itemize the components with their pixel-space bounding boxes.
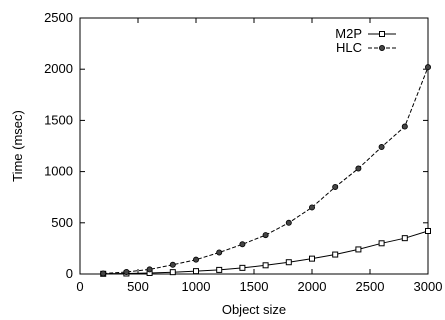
data-point-m2p: [332, 251, 339, 258]
data-point-hlc: [332, 183, 339, 190]
data-point-hlc: [216, 249, 223, 256]
data-point-hlc: [308, 204, 315, 211]
data-point-m2p: [401, 235, 408, 242]
legend-label-m2p: M2P: [335, 26, 362, 41]
data-point-hlc: [239, 241, 246, 248]
data-point-hlc: [192, 256, 199, 263]
series-hlc: [100, 64, 431, 277]
plot-border: [79, 17, 429, 275]
data-point-m2p: [378, 240, 385, 247]
data-point-hlc: [100, 270, 107, 277]
x-tick-label: 1500: [240, 279, 269, 294]
data-point-hlc: [424, 64, 431, 71]
data-point-m2p: [285, 259, 292, 266]
y-tick-label: 1000: [44, 164, 73, 179]
data-point-hlc: [355, 165, 362, 172]
data-point-hlc: [262, 232, 269, 239]
y-tick-label: 500: [51, 215, 73, 230]
data-point-hlc: [169, 261, 176, 268]
data-point-hlc: [123, 268, 130, 275]
data-point-m2p: [193, 268, 199, 275]
data-point-m2p: [379, 31, 385, 37]
y-tick-label: 0: [66, 266, 73, 281]
x-tick-label: 2000: [298, 279, 327, 294]
x-tick-label: 1000: [182, 279, 211, 294]
x-tick-label: 2500: [356, 279, 385, 294]
y-tick-label: 1500: [44, 112, 73, 127]
data-point-m2p: [216, 266, 223, 273]
x-axis-title: Object size: [222, 302, 286, 317]
data-point-hlc: [146, 266, 153, 273]
data-point-hlc: [285, 219, 292, 226]
series-line-hlc: [103, 67, 429, 274]
data-point-m2p: [239, 264, 246, 271]
data-point-m2p: [355, 246, 362, 253]
series-layer: [100, 64, 431, 277]
data-point-m2p: [169, 269, 176, 276]
data-point-m2p: [262, 262, 269, 269]
y-axis-title: Time (msec): [10, 110, 25, 182]
data-point-m2p: [425, 227, 431, 234]
plot-frame: [79, 17, 429, 275]
data-point-m2p: [309, 255, 315, 262]
y-axis-ticks: 0 500 1000 1500 2000 2500: [44, 10, 428, 281]
data-point-hlc: [378, 144, 385, 151]
x-tick-label: 500: [127, 279, 149, 294]
x-tick-label: 3000: [414, 279, 443, 294]
legend-label-hlc: HLC: [336, 40, 362, 55]
x-tick-label: 0: [76, 279, 83, 294]
y-tick-label: 2500: [44, 10, 73, 25]
x-axis-ticks: 0 500 1000 1500 2000 2500 3000: [76, 18, 442, 294]
y-tick-label: 2000: [44, 61, 73, 76]
data-point-hlc: [378, 45, 385, 52]
data-point-hlc: [401, 123, 408, 130]
